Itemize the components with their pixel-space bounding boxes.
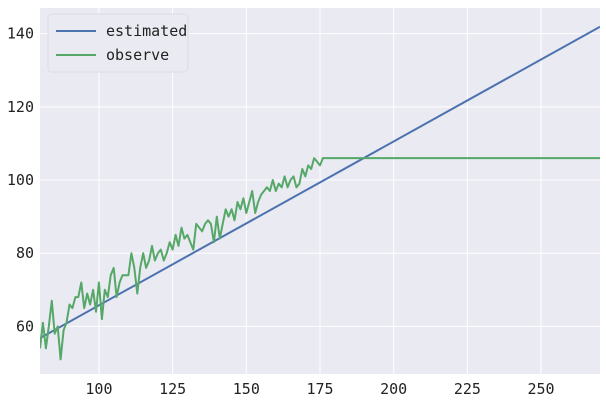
x-tick-label: 175 — [306, 380, 333, 398]
y-tick-label: 100 — [7, 171, 34, 189]
x-tick-label: 200 — [380, 380, 407, 398]
y-tick-label: 120 — [7, 98, 34, 116]
y-tick-label: 80 — [16, 244, 34, 262]
x-tick-label: 250 — [528, 380, 555, 398]
x-tick-label: 150 — [233, 380, 260, 398]
legend-label-observe: observe — [106, 46, 169, 64]
x-tick-label: 125 — [159, 380, 186, 398]
series-lines — [40, 25, 600, 361]
y-tick-label: 140 — [7, 25, 34, 43]
legend: estimated observe — [47, 13, 189, 73]
legend-box — [47, 13, 189, 73]
y-tick-label: 60 — [16, 317, 34, 335]
tick-labels: 100 125 150 175 200 225 250 60 80 100 120 140 — [7, 25, 555, 398]
grid-lines — [40, 8, 600, 374]
x-tick-label: 225 — [454, 380, 481, 398]
legend-label-estimated: estimated — [106, 22, 187, 40]
series-line-observe — [40, 157, 600, 361]
series-line-estimated — [40, 25, 600, 339]
x-tick-label: 100 — [85, 380, 112, 398]
